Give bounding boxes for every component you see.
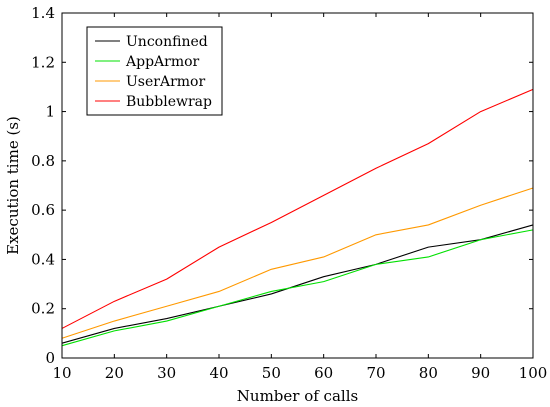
x-axis-label: Number of calls [237, 387, 358, 405]
x-tick-label: 60 [314, 364, 333, 382]
x-tick-label: 30 [157, 364, 176, 382]
y-tick-label: 0.4 [31, 250, 55, 268]
plot-frame [61, 12, 534, 359]
x-tick-label: 80 [419, 364, 438, 382]
legend-label: AppArmor [125, 54, 200, 70]
y-tick-label: 1.2 [31, 53, 55, 71]
legend-label: Bubblewrap [126, 94, 212, 110]
x-tick-label: 20 [105, 364, 124, 382]
x-tick-label: 70 [366, 364, 385, 382]
y-axis-label: Execution time (s) [4, 116, 22, 255]
x-tick-label: 10 [52, 364, 71, 382]
series-lines [61, 88, 534, 347]
legend-label: UserArmor [126, 74, 205, 90]
series-line-apparmor [61, 229, 534, 347]
y-tick-label: 0 [45, 349, 55, 367]
y-tick-label: 1 [45, 103, 55, 121]
x-tick-label: 90 [471, 364, 490, 382]
y-tick-label: 0.6 [31, 201, 55, 219]
series-line-userarmor [61, 187, 534, 339]
series-line-bubblewrap [61, 88, 534, 329]
legend-box [86, 26, 223, 116]
x-tick-label: 40 [209, 364, 228, 382]
legend-label: Unconfined [126, 34, 208, 50]
x-tick-label: 100 [519, 364, 548, 382]
axis-ticks [61, 12, 534, 359]
y-tick-label: 0.2 [31, 300, 55, 318]
y-tick-label: 0.8 [31, 152, 55, 170]
series-line-unconfined [61, 224, 534, 344]
y-tick-label: 1.4 [31, 4, 55, 22]
axis-tick-labels: 10 20 30 40 50 60 70 80 90 100 0 0.2 0.4 0.6 0.8 1 1.2 1.… [31, 4, 547, 382]
x-tick-label: 50 [262, 364, 281, 382]
legend: Unconfined AppArmor UserArmor Bubblewrap [86, 26, 223, 116]
